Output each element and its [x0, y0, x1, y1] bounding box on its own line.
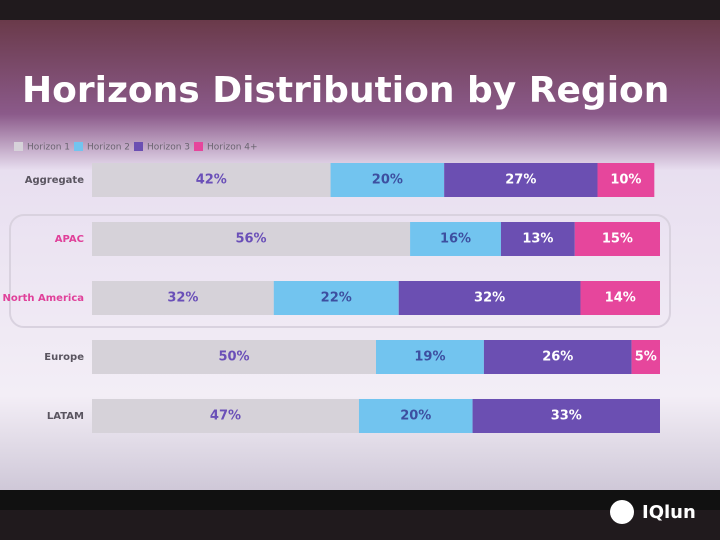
- bar-segment: [444, 163, 598, 197]
- bar-segment: [631, 340, 660, 374]
- value-label: 19%: [414, 350, 445, 365]
- bar-segment: [472, 399, 660, 433]
- legend-swatch: [194, 142, 203, 151]
- bar-segment: [410, 222, 501, 256]
- monitor-bezel: [0, 490, 720, 510]
- value-label: 27%: [505, 173, 536, 188]
- category-label: North America: [2, 293, 84, 304]
- value-label: 50%: [218, 350, 249, 365]
- bar-segment: [483, 340, 632, 374]
- bar-segment: [92, 399, 359, 433]
- value-label: 32%: [474, 291, 505, 306]
- highlight-box: [9, 214, 671, 328]
- bar-segment: [574, 222, 660, 256]
- bar-segment: [92, 163, 331, 197]
- bar-segment: [92, 340, 376, 374]
- legend-label: Horizon 2: [87, 143, 130, 153]
- category-label: APAC: [55, 234, 84, 245]
- legend-swatch: [14, 142, 23, 151]
- bar-segment: [358, 399, 473, 433]
- bar-segment: [580, 281, 660, 315]
- bar-segment: [500, 222, 575, 256]
- value-label: 13%: [522, 232, 553, 247]
- category-label: Aggregate: [25, 175, 84, 186]
- value-label: 32%: [167, 291, 198, 306]
- value-label: 26%: [542, 350, 573, 365]
- chart: Horizon 1 Horizon 2 Horizon 3 Horizon 4+ Agg…: [2, 142, 660, 433]
- legend-swatch: [74, 142, 83, 151]
- value-label: 20%: [372, 173, 403, 188]
- chart-title: Horizons Distribution by Region: [22, 70, 669, 111]
- bar-segment: [273, 281, 399, 315]
- legend-label: Horizon 3: [147, 143, 190, 153]
- value-label: 42%: [196, 173, 227, 188]
- category-label: Europe: [44, 352, 84, 363]
- bar-segment: [92, 281, 274, 315]
- watermark: IQlun: [642, 502, 696, 523]
- bar-segment: [398, 281, 581, 315]
- value-label: 5%: [635, 350, 657, 365]
- value-label: 56%: [235, 232, 266, 247]
- value-label: 22%: [321, 291, 352, 306]
- value-label: 14%: [605, 291, 636, 306]
- bar-segment: [376, 340, 484, 374]
- category-label: LATAM: [47, 411, 84, 422]
- legend-swatch: [134, 142, 143, 151]
- bar-segment: [330, 163, 445, 197]
- value-label: 33%: [551, 409, 582, 424]
- bar-segment: [597, 163, 655, 197]
- bar-segment: [92, 222, 411, 256]
- value-label: 16%: [440, 232, 471, 247]
- value-label: 10%: [610, 173, 641, 188]
- value-label: 47%: [210, 409, 241, 424]
- watermark-logo: [610, 500, 634, 524]
- legend-label: Horizon 4+: [207, 143, 258, 153]
- value-label: 20%: [400, 409, 431, 424]
- legend-label: Horizon 1: [27, 143, 70, 153]
- value-label: 15%: [602, 232, 633, 247]
